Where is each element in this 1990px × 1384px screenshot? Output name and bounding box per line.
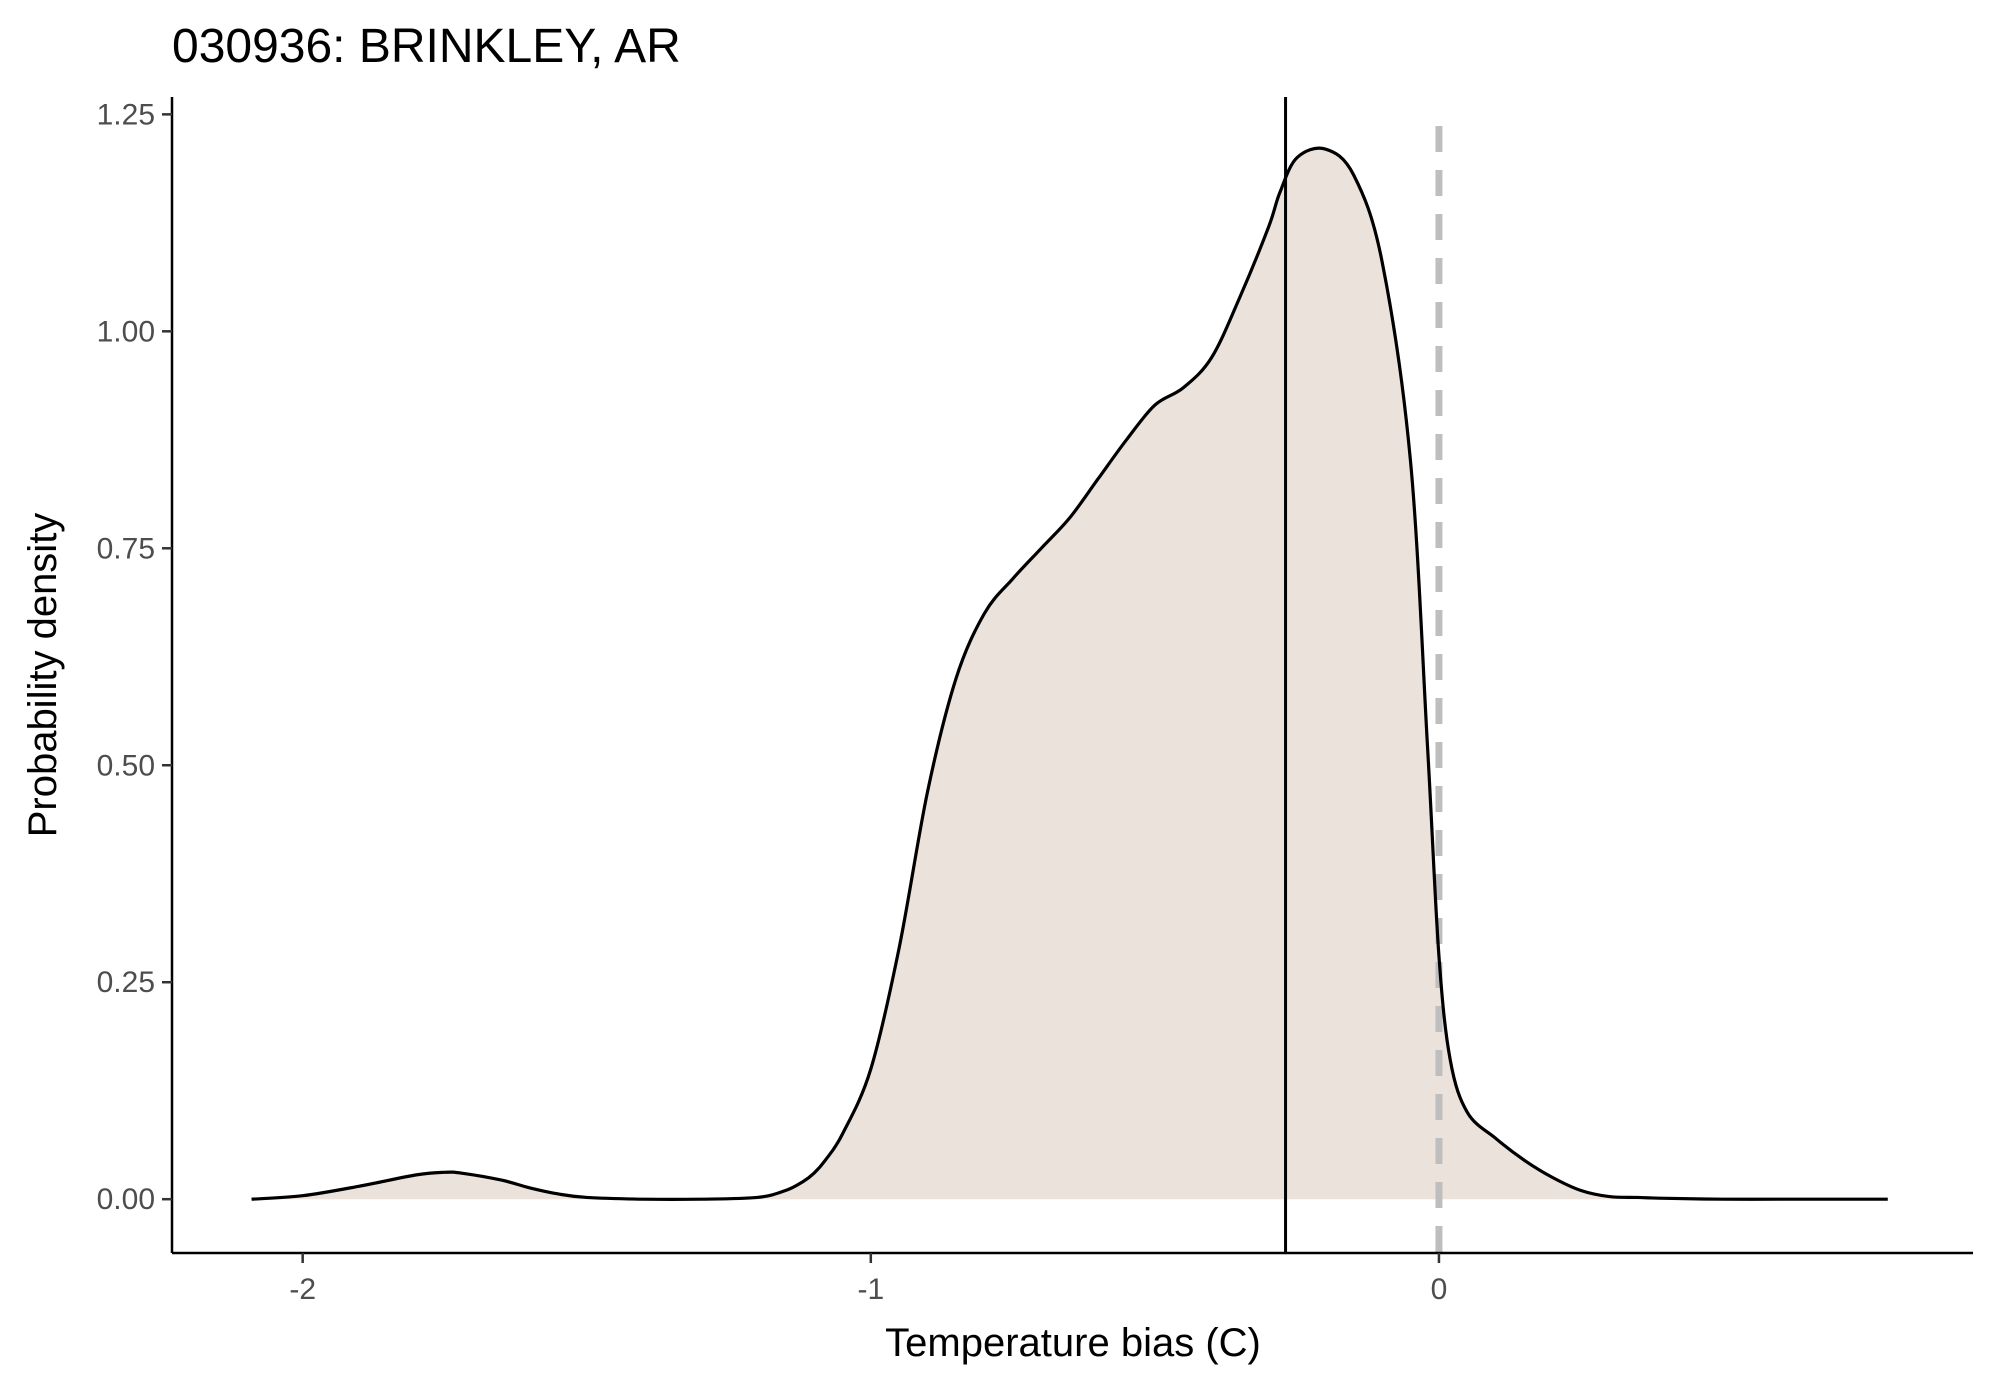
chart-title: 030936: BRINKLEY, AR (172, 20, 681, 73)
y-tick-label: 0.75 (97, 532, 155, 565)
x-axis-title: Temperature bias (C) (885, 1321, 1261, 1365)
density-area-fill (251, 148, 1888, 1200)
ticks: -2 -1 0 0.00 0.25 0.50 0.75 1.00 1.25 (97, 98, 1448, 1306)
axes (170, 97, 1973, 1255)
x-tick-label: -2 (289, 1273, 316, 1306)
y-axis-title: Probability density (21, 513, 65, 838)
y-tick-label: 0.00 (97, 1183, 155, 1216)
y-tick-label: 0.25 (97, 966, 155, 999)
density-curve (251, 146, 1888, 1202)
plot-area (251, 97, 1888, 1253)
x-tick-label: 0 (1431, 1273, 1448, 1306)
y-tick-label: 1.00 (97, 315, 155, 348)
x-tick-label: -1 (857, 1273, 884, 1306)
y-tick-label: 0.50 (97, 749, 155, 782)
y-tick-label: 1.25 (97, 98, 155, 131)
